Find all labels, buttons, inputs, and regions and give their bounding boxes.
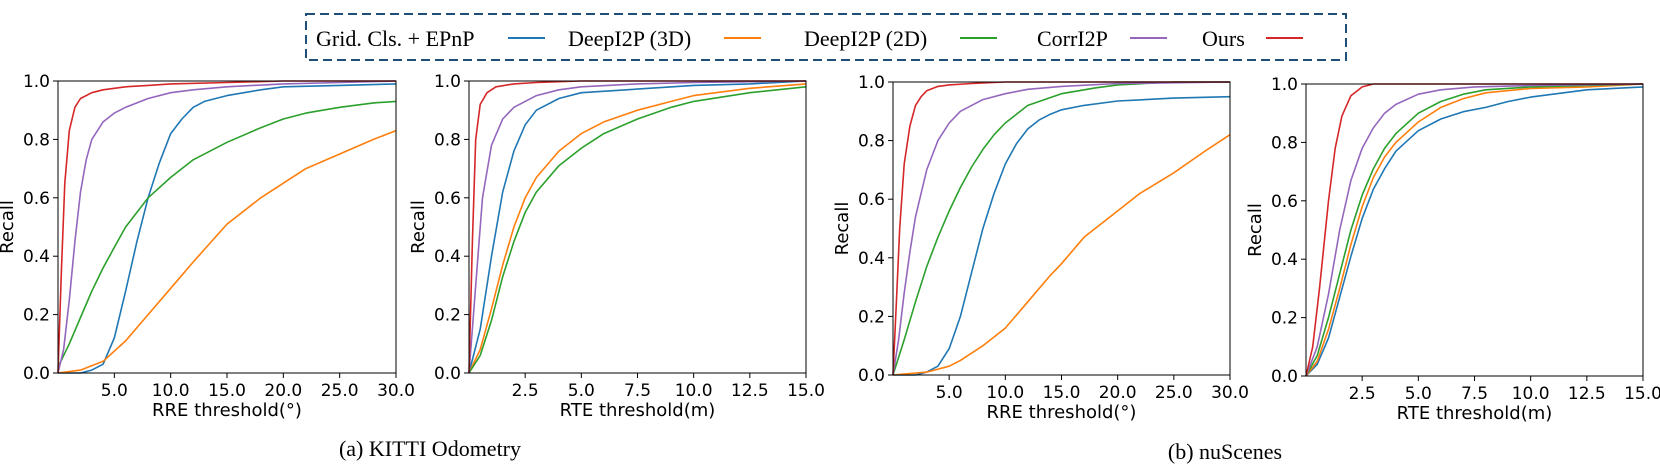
series-line-deepi2p-2d <box>892 81 1230 376</box>
x-tick-label: 5.0 <box>1405 384 1432 404</box>
y-tick-label: 0.0 <box>23 364 50 384</box>
x-tick-label: 10.0 <box>1512 384 1550 404</box>
legend-frame <box>305 13 1347 61</box>
plot-nuscenes-rte: 0.0 0.2 0.4 0.6 0.8 1.0 2.5 5.0 7.5 10.0 12.5 15.0 R… <box>1245 75 1660 424</box>
x-axis-label: RRE threshold(°) <box>987 402 1137 423</box>
series-line-deepi2p-2d <box>1305 83 1644 377</box>
caption-nuscenes: (b) nuScenes <box>1168 439 1282 464</box>
x-tick-label: 5.0 <box>101 381 128 401</box>
series-line-deepi2p-2d <box>57 100 397 368</box>
plot-nuscenes-rre: 0.0 0.2 0.4 0.6 0.8 1.0 5.0 10.0 15.0 20.0 25.0 30.… <box>832 73 1249 423</box>
series-line-grid-cls-epnp <box>1305 86 1644 377</box>
x-axis-label: RTE threshold(m) <box>1397 403 1553 424</box>
x-tick-label: 20.0 <box>264 381 302 401</box>
x-tick-label: 10.0 <box>986 383 1024 403</box>
legend: Grid. Cls. + EPnP DeepI2P (3D) DeepI2P (… <box>305 13 1347 61</box>
y-axis-label: Recall <box>408 200 429 254</box>
series-line-corri2p <box>57 80 397 374</box>
plot-frame <box>892 81 1231 376</box>
legend-label-3: CorrI2P <box>1037 26 1108 51</box>
series-line-deepi2p-2d <box>468 86 807 374</box>
y-tick-label: 0.0 <box>434 364 461 384</box>
x-tick-label: 15.0 <box>1043 383 1081 403</box>
x-axis-label: RTE threshold(m) <box>560 400 716 421</box>
y-tick-label: 1.0 <box>434 72 461 92</box>
y-axis-label: Recall <box>832 202 853 256</box>
x-tick-label: 15.0 <box>208 381 246 401</box>
series-line-ours <box>892 81 1230 376</box>
x-tick-label: 25.0 <box>1155 383 1193 403</box>
legend-entry-3: CorrI2P <box>1037 26 1167 51</box>
x-tick-label: 15.0 <box>787 381 825 401</box>
legend-label-2: DeepI2P (2D) <box>804 26 927 51</box>
x-tick-label: 25.0 <box>321 381 359 401</box>
x-tick-label: 2.5 <box>512 381 539 401</box>
series-line-grid-cls-epnp <box>893 95 1231 376</box>
x-tick-label: 2.5 <box>1349 384 1376 404</box>
plot-frame <box>1305 83 1644 377</box>
y-axis-label: Recall <box>1245 203 1266 257</box>
x-tick-label: 30.0 <box>1211 383 1249 403</box>
y-tick-label: 0.8 <box>858 132 885 152</box>
legend-label-1: DeepI2P (3D) <box>568 26 691 51</box>
series-line-deepi2p-3d <box>1305 83 1644 377</box>
plot-kitti-rre: 0.0 0.2 0.4 0.6 0.8 1.0 5.0 10.0 15.0 20.0 25.0 30.… <box>0 72 415 421</box>
x-tick-label: 12.5 <box>1568 384 1606 404</box>
y-tick-label: 0.8 <box>434 130 461 150</box>
legend-entry-0: Grid. Cls. + EPnP <box>316 26 545 51</box>
y-tick-label: 0.4 <box>23 247 50 267</box>
plot-kitti-rte: 0.0 0.2 0.4 0.6 0.8 1.0 2.5 5.0 7.5 10.0 12.5 15.0 R… <box>408 72 825 421</box>
y-tick-label: 0.6 <box>858 190 885 210</box>
x-tick-label: 5.0 <box>936 383 963 403</box>
series-line-deepi2p-3d <box>892 134 1231 376</box>
series-line-grid-cls-epnp <box>468 80 807 374</box>
series-line-corri2p <box>1305 83 1644 377</box>
y-tick-label: 1.0 <box>858 73 885 93</box>
y-tick-label: 0.8 <box>23 130 50 150</box>
y-tick-label: 0.0 <box>858 366 885 386</box>
y-tick-label: 0.8 <box>1271 133 1298 153</box>
caption-kitti: (a) KITTI Odometry <box>339 436 521 461</box>
series-line-corri2p <box>892 81 1231 376</box>
y-tick-label: 1.0 <box>1271 75 1298 95</box>
series-line-grid-cls-epnp <box>58 83 397 374</box>
y-tick-label: 0.4 <box>1271 250 1298 270</box>
series-line-deepi2p-3d <box>468 83 807 374</box>
y-tick-label: 0.2 <box>1271 309 1298 329</box>
series-line-ours <box>57 80 396 374</box>
y-tick-label: 0.6 <box>23 189 50 209</box>
legend-label-4: Ours <box>1202 26 1245 51</box>
y-tick-label: 0.2 <box>23 306 50 326</box>
x-axis-label: RRE threshold(°) <box>152 400 302 421</box>
x-tick-label: 20.0 <box>1099 383 1137 403</box>
y-axis-label: Recall <box>0 200 18 254</box>
series-line-deepi2p-3d <box>57 129 397 374</box>
y-tick-label: 0.4 <box>858 249 885 269</box>
y-tick-label: 0.2 <box>434 306 461 326</box>
series-line-ours <box>1305 83 1643 377</box>
y-tick-label: 0.6 <box>434 189 461 209</box>
x-tick-label: 5.0 <box>568 381 595 401</box>
y-tick-label: 0.6 <box>1271 192 1298 212</box>
x-tick-label: 7.5 <box>1461 384 1488 404</box>
legend-label-0: Grid. Cls. + EPnP <box>316 26 475 51</box>
legend-entry-4: Ours <box>1202 26 1303 51</box>
x-tick-label: 7.5 <box>624 381 651 401</box>
y-tick-label: 1.0 <box>23 72 50 92</box>
x-tick-label: 12.5 <box>731 381 769 401</box>
x-tick-label: 10.0 <box>675 381 713 401</box>
y-tick-label: 0.2 <box>858 307 885 327</box>
series-line-corri2p <box>468 80 807 374</box>
x-tick-label: 10.0 <box>152 381 190 401</box>
x-tick-label: 30.0 <box>377 381 415 401</box>
legend-entry-2: DeepI2P (2D) <box>804 26 997 51</box>
plot-frame <box>57 80 397 374</box>
legend-entry-1: DeepI2P (3D) <box>568 26 761 51</box>
y-tick-label: 0.0 <box>1271 367 1298 387</box>
y-tick-label: 0.4 <box>434 247 461 267</box>
x-tick-label: 15.0 <box>1624 384 1660 404</box>
